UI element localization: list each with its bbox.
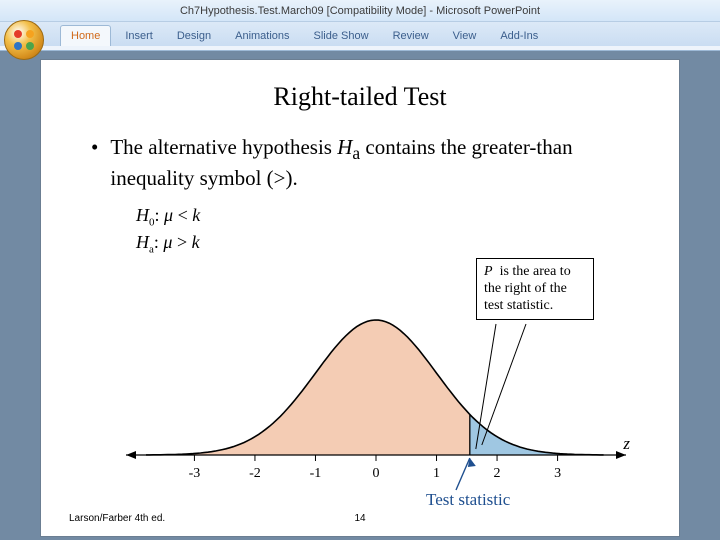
- tab-insert[interactable]: Insert: [115, 26, 163, 46]
- svg-text:3: 3: [554, 466, 561, 481]
- test-statistic-label: Test statistic: [426, 490, 510, 510]
- tab-slide-show[interactable]: Slide Show: [304, 26, 379, 46]
- bullet-dot-icon: •: [91, 134, 98, 191]
- tab-home[interactable]: Home: [60, 25, 111, 46]
- tab-review[interactable]: Review: [383, 26, 439, 46]
- svg-text:0: 0: [373, 466, 380, 481]
- window-title: Ch7Hypothesis.Test.March09 [Compatibilit…: [180, 5, 540, 17]
- bullet-1: • The alternative hypothesis Ha contains…: [91, 134, 639, 191]
- svg-text:z: z: [622, 434, 630, 453]
- svg-text:2: 2: [494, 466, 501, 481]
- tab-view[interactable]: View: [443, 26, 487, 46]
- ribbon-tabs: HomeInsertDesignAnimationsSlide ShowRevi…: [0, 22, 720, 46]
- ribbon: HomeInsertDesignAnimationsSlide ShowRevi…: [0, 22, 720, 51]
- chart-svg: -3 -2 -1 0 1 2 3 z: [116, 280, 636, 510]
- office-button[interactable]: [4, 20, 44, 60]
- tab-add-ins[interactable]: Add-Ins: [490, 26, 548, 46]
- svg-text:-1: -1: [310, 466, 322, 481]
- slide-area: Right-tailed Test • The alternative hypo…: [0, 51, 720, 540]
- bullet-text: The alternative hypothesis Ha contains t…: [110, 134, 639, 191]
- slide: Right-tailed Test • The alternative hypo…: [40, 59, 680, 537]
- page-number: 14: [354, 513, 365, 524]
- slide-title: Right-tailed Test: [41, 82, 679, 112]
- tab-design[interactable]: Design: [167, 26, 221, 46]
- chart: -3 -2 -1 0 1 2 3 z: [116, 280, 636, 510]
- ha: Ha: μ > k: [136, 232, 679, 256]
- svg-text:-3: -3: [189, 466, 201, 481]
- hypotheses: H0: μ < k Ha: μ > k: [136, 205, 679, 255]
- h0: H0: μ < k: [136, 205, 679, 229]
- office-icon: [12, 28, 36, 52]
- svg-text:-2: -2: [249, 466, 261, 481]
- title-bar: Ch7Hypothesis.Test.March09 [Compatibilit…: [0, 0, 720, 22]
- tab-animations[interactable]: Animations: [225, 26, 299, 46]
- footer-left: Larson/Farber 4th ed.: [69, 513, 165, 524]
- svg-text:1: 1: [433, 466, 440, 481]
